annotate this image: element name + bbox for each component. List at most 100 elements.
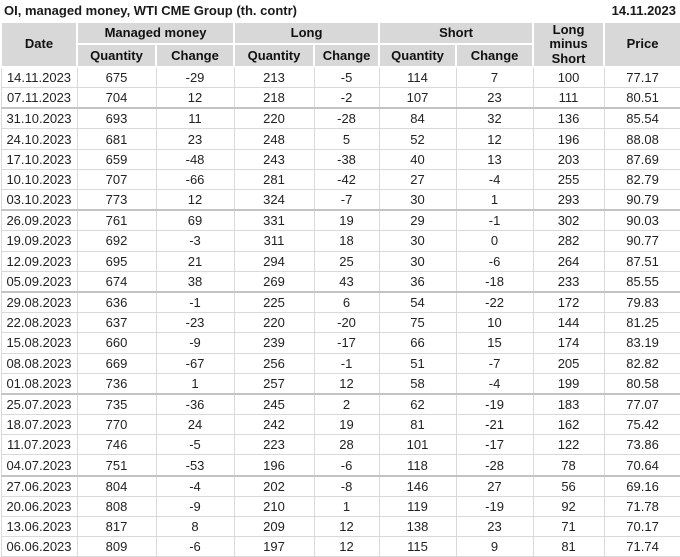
cell-long-minus-short: 282 [532,230,605,252]
header-price: Price [603,21,680,68]
cell-price: 77.07 [603,392,680,416]
cell-mm-change: -66 [155,168,235,191]
cell-short-change: 15 [455,332,534,354]
table-row: 24.10.2023 681 23 248 5 52 12 196 88.08 [0,128,680,150]
cell-short-change: -6 [455,250,534,272]
table-row: 26.09.2023 761 69 331 19 29 -1 302 90.03 [0,209,680,232]
cell-long-minus-short: 78 [532,454,605,477]
cell-long-minus-short: 205 [532,352,605,374]
cell-date: 31.10.2023 [0,107,78,130]
cell-price: 75.42 [603,414,680,436]
cell-short-change: 7 [455,66,534,89]
cell-long-minus-short: 144 [532,312,605,334]
cell-long-minus-short: 122 [532,434,605,456]
cell-mm-quantity: 736 [76,372,157,395]
cell-short-change: -4 [455,372,534,395]
cell-short-change: 13 [455,148,534,170]
cell-long-change: 28 [313,434,380,456]
cell-long-change: -6 [313,454,380,477]
cell-long-change: 2 [313,392,380,416]
cell-mm-change: 38 [155,270,235,293]
cell-price: 87.69 [603,148,680,170]
cell-short-change: 23 [455,516,534,538]
table-row: 04.07.2023 751 -53 196 -6 118 -28 78 70.64 [0,454,680,477]
table-row: 03.10.2023 773 12 324 -7 30 1 293 90.79 [0,189,680,211]
cell-long-minus-short: 233 [532,270,605,293]
cell-price: 82.82 [603,352,680,374]
title-bar: OI, managed money, WTI CME Group (th. co… [0,0,680,21]
cell-long-quantity: 294 [233,250,315,272]
cell-short-quantity: 138 [378,516,457,538]
cell-short-quantity: 54 [378,290,457,314]
cell-mm-quantity: 707 [76,168,157,191]
cell-long-change: -7 [313,189,380,211]
cell-long-minus-short: 100 [532,66,605,89]
cell-price: 87.51 [603,250,680,272]
cell-long-minus-short: 136 [532,107,605,130]
cell-short-change: 12 [455,128,534,150]
cell-long-quantity: 220 [233,312,315,334]
cell-mm-quantity: 692 [76,230,157,252]
cell-mm-change: -9 [155,332,235,354]
cell-long-change: 18 [313,230,380,252]
cell-short-change: 0 [455,230,534,252]
cell-price: 70.64 [603,454,680,477]
cell-long-change: 12 [313,516,380,538]
cell-date: 01.08.2023 [0,372,78,395]
header-short-change: Change [455,43,535,68]
cell-long-change: 5 [313,128,380,150]
cell-mm-quantity: 773 [76,189,157,211]
table-row: 14.11.2023 675 -29 213 -5 114 7 100 77.17 [0,66,680,89]
cell-date: 25.07.2023 [0,392,78,416]
cell-short-change: -7 [455,352,534,374]
cell-date: 10.10.2023 [0,168,78,191]
cell-short-quantity: 29 [378,209,457,232]
cell-long-change: 25 [313,250,380,272]
cell-short-quantity: 119 [378,495,457,518]
cell-mm-change: -1 [155,290,235,314]
table-header: Date Managed money Long Short Long minus… [0,20,680,68]
cell-long-quantity: 242 [233,414,315,436]
cell-short-change: -1 [455,209,534,232]
cell-date: 18.07.2023 [0,414,78,436]
cell-date: 14.11.2023 [0,66,78,89]
cell-mm-change: -48 [155,148,235,170]
cell-mm-change: 69 [155,209,235,232]
table-row: 05.09.2023 674 38 269 43 36 -18 233 85.55 [0,270,680,293]
header-long-quantity: Quantity [233,43,316,68]
header-mm-quantity: Quantity [76,43,157,68]
cell-mm-change: -3 [155,230,235,252]
cell-long-minus-short: 174 [532,332,605,354]
cell-long-change: -20 [313,312,380,334]
cell-date: 17.10.2023 [0,148,78,170]
cell-long-change: -28 [313,107,380,130]
cell-long-quantity: 256 [233,352,315,374]
cell-long-change: 19 [313,414,380,436]
cell-mm-change: 1 [155,372,235,395]
cell-short-quantity: 75 [378,312,457,334]
cell-long-change: 12 [313,372,380,395]
cell-long-quantity: 218 [233,87,315,109]
cell-price: 73.86 [603,434,680,456]
cell-long-change: -8 [313,474,380,497]
cell-long-quantity: 197 [233,536,315,557]
cell-mm-change: 24 [155,414,235,436]
report-date: 14.11.2023 [611,3,676,18]
cell-short-change: -19 [455,392,534,416]
table-row: 22.08.2023 637 -23 220 -20 75 10 144 81.25 [0,312,680,334]
cell-price: 71.78 [603,495,680,518]
cell-short-change: 27 [455,474,534,497]
cell-mm-quantity: 636 [76,290,157,314]
table-row: 31.10.2023 693 11 220 -28 84 32 136 85.54 [0,107,680,130]
cell-mm-change: -5 [155,434,235,456]
cell-mm-quantity: 695 [76,250,157,272]
cell-long-minus-short: 56 [532,474,605,497]
cell-long-quantity: 196 [233,454,315,477]
cell-date: 22.08.2023 [0,312,78,334]
cell-mm-quantity: 674 [76,270,157,293]
cell-long-minus-short: 199 [532,372,605,395]
cell-long-minus-short: 302 [532,209,605,232]
cell-long-quantity: 202 [233,474,315,497]
cell-price: 69.16 [603,474,680,497]
table-row: 19.09.2023 692 -3 311 18 30 0 282 90.77 [0,230,680,252]
